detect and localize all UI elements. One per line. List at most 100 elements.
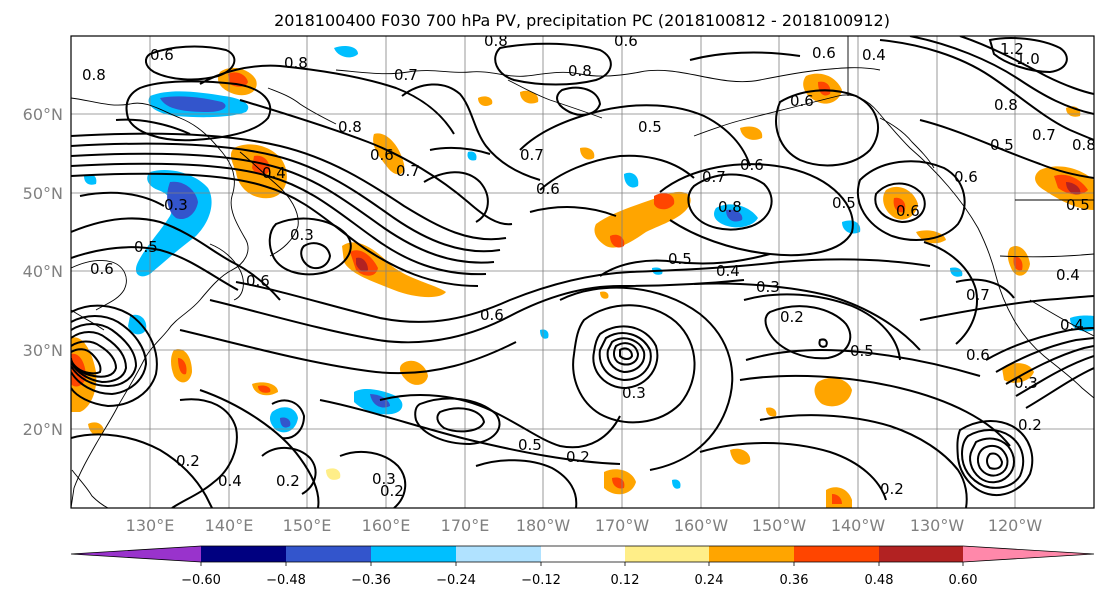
lon-label: 160°W bbox=[674, 516, 729, 535]
contour-label: 0.5 bbox=[850, 342, 874, 360]
contour-label: 0.6 bbox=[954, 168, 978, 186]
contour-label: 0.4 bbox=[1060, 316, 1084, 334]
pv-contour bbox=[1005, 345, 1094, 385]
coastline bbox=[239, 151, 299, 257]
pv-contour bbox=[985, 327, 1094, 361]
coastline bbox=[879, 117, 935, 169]
pv-contour bbox=[379, 394, 621, 449]
pv-contour bbox=[699, 442, 887, 501]
coastline bbox=[1029, 299, 1094, 337]
contour-label: 0.6 bbox=[90, 260, 114, 278]
pv-contour bbox=[1015, 355, 1094, 397]
precip-patch bbox=[600, 291, 609, 299]
precip-patch bbox=[370, 394, 390, 408]
precip-patch bbox=[280, 417, 291, 428]
precip-patch bbox=[178, 358, 187, 375]
pv-contour bbox=[745, 349, 981, 377]
longitude-labels: 130°E 140°E 150°E 160°E 170°E 180°W 170°… bbox=[126, 516, 1043, 535]
coastline bbox=[267, 87, 337, 125]
pv-contour bbox=[71, 172, 479, 287]
pv-contour bbox=[475, 459, 578, 508]
pv-contour bbox=[879, 39, 1094, 141]
precip-patch bbox=[610, 234, 625, 248]
precip-patch bbox=[540, 329, 549, 339]
pv-contour bbox=[71, 217, 281, 301]
precip-patch bbox=[740, 126, 763, 140]
graticule bbox=[71, 36, 1094, 508]
contour-label: 0.4 bbox=[262, 164, 286, 182]
colorbar-tick-label: −0.36 bbox=[351, 573, 391, 588]
colorbar-segment bbox=[201, 546, 286, 562]
pv-contour bbox=[71, 152, 495, 264]
contour-label: 0.3 bbox=[1014, 374, 1038, 392]
pv-contour bbox=[995, 337, 1094, 373]
contour-label: 0.3 bbox=[756, 278, 780, 296]
pv-contour bbox=[775, 89, 879, 167]
pv-contour bbox=[436, 407, 486, 433]
contour-label: 1.0 bbox=[1016, 50, 1040, 68]
precip-patch bbox=[612, 477, 625, 489]
lon-label: 180°W bbox=[516, 516, 571, 535]
pv-contour bbox=[235, 258, 931, 323]
contour-label: 0.8 bbox=[82, 66, 106, 84]
precip-patch bbox=[726, 209, 743, 222]
colorbar-segment bbox=[709, 546, 794, 562]
pv-contour bbox=[261, 447, 317, 495]
contour-label: 0.2 bbox=[566, 448, 590, 466]
contour-label: 0.6 bbox=[614, 32, 638, 50]
lon-label: 150°E bbox=[283, 516, 332, 535]
precip-patch bbox=[814, 377, 852, 407]
contour-label: 0.4 bbox=[1056, 266, 1080, 284]
contour-label: 0.3 bbox=[290, 226, 314, 244]
pv-contour bbox=[599, 253, 771, 277]
pv-contour bbox=[909, 36, 1094, 115]
coastline bbox=[693, 94, 1094, 399]
pv-contour bbox=[71, 315, 148, 396]
precip-patch bbox=[766, 407, 777, 417]
precip-patch bbox=[467, 151, 477, 161]
colorbar-segment bbox=[541, 546, 625, 562]
pv-contour bbox=[598, 332, 652, 382]
contour-label: 0.4 bbox=[218, 472, 242, 490]
pv-contour bbox=[199, 64, 455, 135]
pv-contour bbox=[919, 295, 1094, 321]
contour-label: 1.2 bbox=[1000, 40, 1024, 58]
colorbar-segment bbox=[456, 546, 541, 562]
pv-contour bbox=[125, 80, 272, 142]
contour-label: 0.3 bbox=[372, 470, 396, 488]
pv-contour bbox=[429, 146, 491, 155]
pv-contour bbox=[71, 162, 487, 276]
pv-contour bbox=[592, 325, 659, 390]
contour-labels: 0.6 0.8 0.8 0.6 0.6 0.4 1.2 1.0 0.8 0.7 … bbox=[82, 32, 1094, 500]
contour-label: 0.6 bbox=[896, 202, 920, 220]
contour-label: 0.6 bbox=[790, 92, 814, 110]
colorbar-segment bbox=[371, 546, 456, 562]
colorbar-tick-label: 0.48 bbox=[865, 573, 894, 588]
pv-contour bbox=[115, 118, 191, 135]
pv-contour bbox=[71, 331, 128, 384]
contour-label: 0.2 bbox=[380, 482, 404, 500]
figure-title: 2018100400 F030 700 hPa PV, precipitatio… bbox=[274, 11, 890, 30]
precip-patch bbox=[84, 174, 97, 185]
pv-contour bbox=[659, 163, 854, 257]
contour-label: 0.8 bbox=[484, 32, 508, 50]
lon-label: 140°W bbox=[831, 516, 886, 535]
pv-contours bbox=[71, 36, 1094, 508]
precip-patch bbox=[950, 267, 963, 277]
pv-contour bbox=[606, 337, 646, 374]
pv-contour bbox=[818, 338, 828, 348]
pv-contour bbox=[339, 450, 407, 508]
contour-label: 0.6 bbox=[536, 180, 560, 198]
colorbar-tick-label: −0.24 bbox=[436, 573, 476, 588]
contour-label: 0.7 bbox=[520, 146, 544, 164]
coastline bbox=[71, 469, 109, 508]
precip-patch bbox=[128, 314, 147, 335]
colorbar-tick-label: −0.48 bbox=[266, 573, 306, 588]
pv-contour bbox=[199, 389, 320, 508]
precip-patch bbox=[1066, 182, 1081, 195]
colorbar-segment bbox=[794, 546, 879, 562]
pv-contour bbox=[559, 286, 734, 471]
precip-patch bbox=[624, 172, 639, 188]
coastline bbox=[507, 79, 603, 119]
contour-label: 0.5 bbox=[668, 250, 692, 268]
